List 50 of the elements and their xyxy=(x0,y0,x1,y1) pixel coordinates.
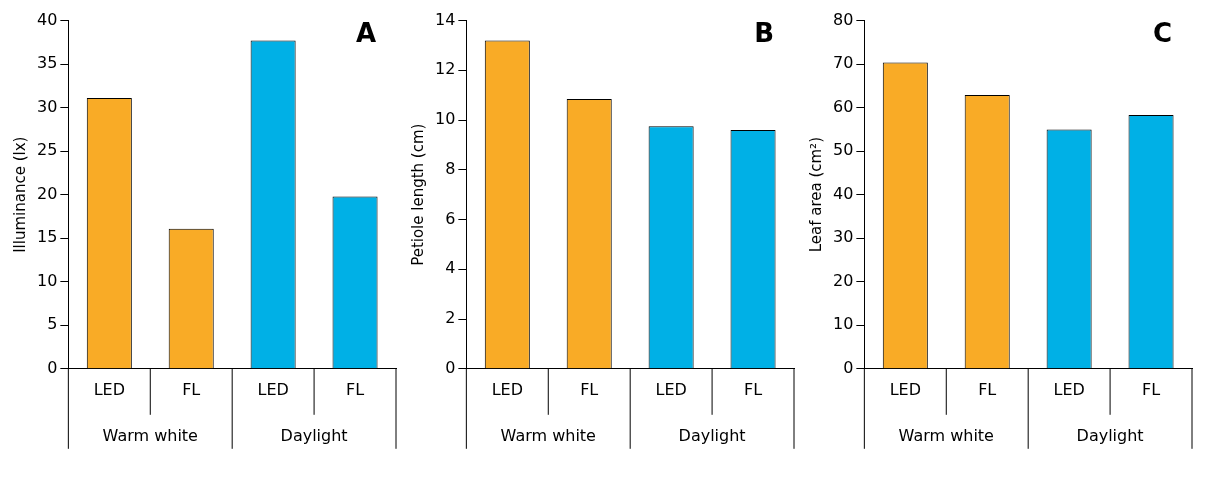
y-tick-label: 6 xyxy=(445,208,456,228)
x-tick-label: FL xyxy=(345,379,365,399)
text: Daylight xyxy=(1076,425,1144,445)
y-tick-label: 40 xyxy=(37,9,58,29)
x-tick-label: LED xyxy=(889,379,921,399)
y-tick-label: 30 xyxy=(833,227,854,247)
x-tick-label: FL xyxy=(978,379,997,399)
x-tick-label: FL xyxy=(1141,379,1161,399)
x-tick-label: LED xyxy=(491,379,523,399)
text: Warm white xyxy=(500,425,596,445)
y-tick-label: 30 xyxy=(37,96,58,116)
chart-title: A xyxy=(355,18,376,49)
text: Warm white xyxy=(102,425,198,445)
y-tick-label: 50 xyxy=(833,140,854,160)
y-tick-label: 4 xyxy=(445,258,456,278)
y-tick-label: 60 xyxy=(833,96,854,116)
y-tick-label: 10 xyxy=(435,109,456,129)
x-tick-label: LED xyxy=(93,379,125,399)
y-tick-label: 40 xyxy=(833,183,854,203)
x-tick-label: LED xyxy=(1053,379,1085,399)
y-tick-label: 80 xyxy=(833,9,854,29)
y-tick-label: 25 xyxy=(37,140,58,160)
chart-title: B xyxy=(754,18,774,49)
y-tick-label: 70 xyxy=(833,53,854,73)
text: Warm white xyxy=(898,425,994,445)
y-tick-label: 5 xyxy=(47,314,58,334)
y-tick-label: 2 xyxy=(445,308,456,328)
y-axis-title: Illuminance (lx) xyxy=(10,136,29,253)
y-tick-label: 15 xyxy=(37,227,58,247)
y-tick-label: 35 xyxy=(37,53,58,73)
x-tick-label: FL xyxy=(580,379,599,399)
y-axis-title: Petiole length (cm) xyxy=(408,123,427,266)
y-tick-label: 10 xyxy=(833,314,854,334)
y-tick-label: 0 xyxy=(445,357,456,377)
x-tick-label: FL xyxy=(743,379,763,399)
y-axis-title: Leaf area (cm²) xyxy=(806,137,825,253)
text: Daylight xyxy=(678,425,746,445)
text: Daylight xyxy=(280,425,348,445)
x-tick-label: LED xyxy=(257,379,289,399)
x-tick-label: LED xyxy=(655,379,687,399)
chart-title: C xyxy=(1152,18,1172,49)
y-tick-label: 8 xyxy=(445,158,456,178)
y-tick-label: 0 xyxy=(47,357,58,377)
y-tick-label: 10 xyxy=(37,270,58,290)
y-tick-label: 12 xyxy=(435,59,456,79)
y-tick-label: 20 xyxy=(833,270,854,290)
y-tick-label: 0 xyxy=(843,357,854,377)
y-tick-label: 20 xyxy=(37,183,58,203)
y-tick-label: 14 xyxy=(435,9,456,29)
x-tick-label: FL xyxy=(182,379,201,399)
